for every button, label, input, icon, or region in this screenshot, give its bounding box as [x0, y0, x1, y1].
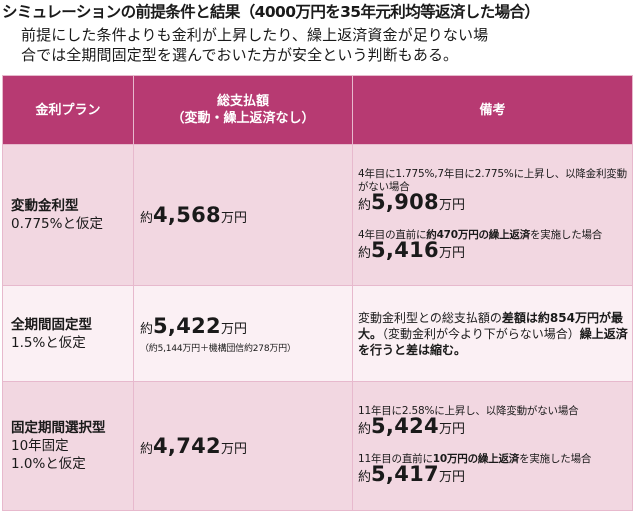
plan-condition: 0.775%と仮定 [11, 216, 103, 232]
remark-condition: 11年目の直前に10万円の繰上返済を実施した場合 [358, 453, 628, 466]
remark-value: 5,908 [371, 189, 439, 214]
total-cell: 約5,422万円 （約5,144万円＋機構団信約278万円） [133, 285, 353, 382]
remark-text: 変動金利型との総支払額の [358, 310, 502, 325]
remark-unit: 万円 [438, 197, 465, 213]
remark-value: 5,417 [371, 462, 439, 486]
plan-condition: 1.0%と仮定 [11, 456, 86, 472]
remark-value: 5,424 [371, 414, 439, 438]
total-unit: 万円 [220, 442, 247, 457]
remark-prefix: 約 [358, 422, 372, 437]
table-row: 固定期間選択型 10年固定 1.0%と仮定 約4,742万円 11年目に2.58… [2, 381, 633, 511]
total-value: 4,568 [153, 203, 221, 227]
plan-condition: 10年固定 [11, 438, 69, 454]
remark-prefix: 約 [358, 245, 372, 261]
remark-unit: 万円 [438, 422, 465, 437]
remark-bold-text: 約470万円の繰上返済 [426, 228, 530, 241]
total-value: 5,422 [153, 313, 221, 338]
remark-unit: 万円 [438, 470, 465, 485]
remark-condition: 11年目に2.58%に上昇し、以降変動がない場合 [358, 405, 579, 417]
remark-text: を実施した場合 [519, 453, 592, 465]
remarks-cell: 変動金利型との総支払額の差額は約854万円が最大。（変動金利が今より下がらない場… [352, 285, 633, 382]
remark-amount: 約5,417万円 [358, 464, 628, 485]
remark-amount: 約5,424万円 [358, 416, 628, 437]
table-header-row: 金利プラン 総支払額 （変動・繰上返済なし） 備考 [2, 75, 633, 145]
remark-bold-text: 差額は約854万円が最大。 [358, 310, 623, 341]
total-amount: 約4,742万円 [140, 434, 352, 458]
remark-bold-text: 繰上返済を行うと差は縮む。 [358, 326, 628, 357]
total-prefix: 約 [140, 321, 154, 337]
total-value: 4,742 [153, 434, 221, 458]
remark-condition: 4年目の直前に約470万円の繰上返済を実施した場合 [358, 229, 628, 242]
header-plan: 金利プラン [2, 75, 134, 145]
plan-name: 固定期間選択型 [11, 420, 106, 436]
remark-amount: 約5,416万円 [358, 239, 628, 261]
remark-value: 5,416 [371, 237, 439, 262]
intro-text: 前提にした条件よりも金利が上昇したり、繰上返済資金が足りない場 合では全期間固定… [21, 25, 621, 65]
table-row: 全期間固定型 1.5%と仮定 約5,422万円 （約5,144万円＋機構団信約2… [2, 285, 633, 382]
total-prefix: 約 [140, 211, 154, 226]
total-amount: 約4,568万円 [140, 203, 352, 227]
table-row: 変動金利型 0.775%と仮定 約4,568万円 4年目に1.775%,7年目に… [2, 144, 633, 286]
remark-text: （変動金利が今より下がらない場合） [382, 326, 580, 341]
total-unit: 万円 [220, 321, 247, 337]
plan-name: 全期間固定型 [11, 316, 92, 333]
header-total-line2: （変動・繰上返済なし） [171, 111, 315, 126]
header-total: 総支払額 （変動・繰上返済なし） [133, 75, 353, 145]
remarks-cell: 4年目に1.775%,7年目に2.775%に上昇し、以降金利変動がない場合 約5… [352, 144, 633, 286]
remark-prefix: 約 [358, 470, 372, 485]
page-title: シミュレーションの前提条件と結果（4000万円を35年元利均等返済した場合） [2, 3, 540, 21]
plan-cell: 全期間固定型 1.5%と仮定 [2, 285, 134, 382]
intro-line-1: 前提にした条件よりも金利が上昇したり、繰上返済資金が足りない場 [21, 26, 489, 44]
plan-condition: 1.5%と仮定 [11, 334, 86, 351]
remark-bold-text: 10万円の繰上返済 [432, 453, 520, 465]
total-unit: 万円 [220, 211, 247, 226]
remark-condition: 4年目に1.775%,7年目に2.775%に上昇し、以降金利変動がない場合 [358, 167, 627, 193]
total-cell: 約4,568万円 [133, 144, 353, 286]
plan-cell: 変動金利型 0.775%と仮定 [2, 144, 134, 286]
plan-name: 変動金利型 [11, 198, 79, 214]
total-amount: 約5,422万円 [140, 314, 352, 338]
total-breakdown: （約5,144万円＋機構団信約278万円） [140, 343, 296, 354]
header-remarks: 備考 [352, 75, 633, 145]
remark-unit: 万円 [438, 245, 465, 261]
remarks-cell: 11年目に2.58%に上昇し、以降変動がない場合 約5,424万円 11年目の直… [352, 381, 633, 511]
total-cell: 約4,742万円 [133, 381, 353, 511]
plan-cell: 固定期間選択型 10年固定 1.0%と仮定 [2, 381, 134, 511]
remark-text: 11年目の直前に [358, 453, 433, 465]
remark-text: を実施した場合 [530, 228, 603, 241]
header-total-line1: 総支払額 [216, 94, 269, 109]
remark-amount: 約5,908万円 [358, 191, 628, 213]
remark-text: 4年目の直前に [358, 228, 427, 241]
simulation-table: 金利プラン 総支払額 （変動・繰上返済なし） 備考 変動金利型 0.775%と仮… [2, 75, 633, 511]
total-prefix: 約 [140, 442, 154, 457]
intro-line-2: 合では全期間固定型を選んでおいた方が安全という判断もある。 [21, 46, 459, 64]
remark-prefix: 約 [358, 197, 372, 213]
